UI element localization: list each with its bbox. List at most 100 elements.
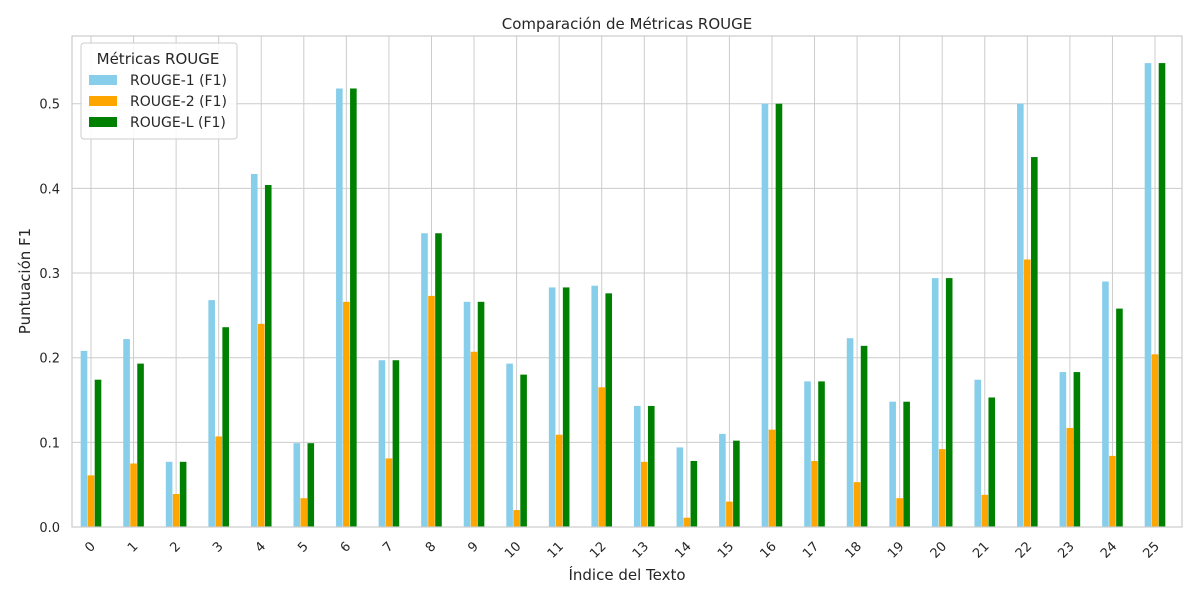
bar-rouge-2 xyxy=(513,510,520,527)
bar-rouge-l xyxy=(1116,308,1123,527)
bar-rouge-1 xyxy=(1144,63,1152,528)
bar-rouge-1 xyxy=(1102,281,1109,527)
chart-title: Comparación de Métricas ROUGE xyxy=(502,15,752,33)
bar-rouge-l xyxy=(775,103,783,527)
x-tick-label: 16 xyxy=(757,539,779,561)
x-tick-label: 22 xyxy=(1013,539,1035,561)
y-tick-label: 0.2 xyxy=(39,352,60,367)
bar-rouge-1 xyxy=(548,287,556,527)
bar-rouge-1 xyxy=(208,300,215,527)
x-tick-label: 15 xyxy=(715,539,737,561)
bar-rouge-2 xyxy=(981,494,989,527)
bar-rouge-1 xyxy=(421,233,428,527)
legend-label: ROUGE-2 (F1) xyxy=(130,94,227,110)
x-tick-label: 17 xyxy=(800,539,822,561)
bar-rouge-l xyxy=(733,440,740,527)
bar-rouge-2 xyxy=(1109,455,1116,527)
bar-rouge-1 xyxy=(761,103,769,527)
bar-rouge-2 xyxy=(768,429,776,527)
bar-rouge-l xyxy=(988,397,996,527)
bar-rouge-1 xyxy=(676,447,684,527)
bar-rouge-l xyxy=(903,401,910,527)
bar-rouge-2 xyxy=(938,449,946,527)
bar-rouge-l xyxy=(1158,63,1166,528)
bar-rouge-1 xyxy=(804,381,811,527)
bar-rouge-1 xyxy=(1059,372,1067,527)
bar-rouge-1 xyxy=(889,401,896,527)
bar-rouge-2 xyxy=(1151,354,1159,527)
x-tick-label: 14 xyxy=(672,539,694,561)
y-tick-label: 0.4 xyxy=(39,182,60,197)
y-tick-label: 0.5 xyxy=(39,98,60,113)
x-axis-label: Índice del Texto xyxy=(568,565,685,584)
bar-rouge-l xyxy=(179,461,187,527)
x-tick-label: 6 xyxy=(338,539,354,555)
bar-rouge-l xyxy=(94,379,102,527)
bar-rouge-2 xyxy=(683,517,691,527)
legend-swatch xyxy=(89,117,117,127)
bar-rouge-2 xyxy=(640,461,648,527)
x-tick-label: 3 xyxy=(210,539,226,555)
bar-rouge-1 xyxy=(1017,103,1024,527)
bar-rouge-2 xyxy=(343,301,350,527)
bar-rouge-l xyxy=(350,88,357,528)
bar-rouge-l xyxy=(818,381,825,527)
x-tick-label: 8 xyxy=(423,539,439,555)
x-tick-label: 23 xyxy=(1055,539,1077,561)
x-tick-label: 21 xyxy=(970,539,992,561)
bar-rouge-1 xyxy=(463,301,471,527)
bar-rouge-1 xyxy=(846,338,854,527)
x-tick-label: 13 xyxy=(630,539,652,561)
bar-rouge-l xyxy=(477,301,485,527)
grid-lines xyxy=(72,36,1182,528)
bar-rouge-l xyxy=(520,374,527,527)
bar-rouge-l xyxy=(1031,157,1038,527)
x-tick-label: 25 xyxy=(1141,539,1163,561)
bar-rouge-1 xyxy=(974,379,982,527)
bar-rouge-l xyxy=(307,443,315,527)
bar-rouge-l xyxy=(1073,372,1081,527)
bar-rouge-2 xyxy=(726,501,733,527)
bar-rouge-2 xyxy=(87,475,95,527)
x-tick-label: 2 xyxy=(167,539,183,555)
legend-title: Métricas ROUGE xyxy=(97,50,220,68)
bar-rouge-2 xyxy=(1066,427,1074,527)
y-tick-label: 0.3 xyxy=(39,267,60,282)
bar-rouge-1 xyxy=(123,339,130,527)
bar-rouge-1 xyxy=(165,461,173,527)
legend-label: ROUGE-1 (F1) xyxy=(130,73,227,89)
bar-rouge-1 xyxy=(378,360,386,527)
bar-rouge-2 xyxy=(555,434,563,527)
bar-rouge-2 xyxy=(470,351,478,527)
x-tick-label: 20 xyxy=(928,539,950,561)
x-tick-label: 18 xyxy=(843,539,865,561)
legend: Métricas ROUGE ROUGE-1 (F1)ROUGE-2 (F1)R… xyxy=(80,42,238,140)
bar-rouge-l xyxy=(690,460,698,527)
legend-swatch xyxy=(89,75,117,85)
x-tick-label: 12 xyxy=(587,539,609,561)
bar-rouge-1 xyxy=(931,278,939,527)
x-tick-label: 7 xyxy=(380,539,396,555)
bar-rouge-l xyxy=(435,233,442,527)
x-tick-label: 9 xyxy=(465,539,481,555)
x-tick-label: 19 xyxy=(885,539,907,561)
bar-rouge-l xyxy=(222,327,229,527)
bar-rouge-2 xyxy=(896,498,903,527)
bar-rouge-2 xyxy=(811,460,818,527)
y-tick-labels: 0.0 0.1 0.2 0.3 0.4 0.5 xyxy=(39,98,60,536)
y-tick-label: 0.1 xyxy=(39,436,60,451)
bar-rouge-2 xyxy=(853,482,861,527)
bar-rouge-2 xyxy=(257,323,265,527)
bar-rouge-1 xyxy=(80,350,88,527)
bar-rouge-l xyxy=(562,287,570,527)
x-tick-label: 24 xyxy=(1098,539,1120,561)
x-tick-label: 10 xyxy=(502,539,524,561)
y-axis-label: Puntuación F1 xyxy=(16,228,34,334)
bar-rouge-1 xyxy=(293,443,301,527)
bar-rouge-1 xyxy=(591,285,599,527)
bar-rouge-2 xyxy=(215,436,222,527)
bar-rouge-2 xyxy=(172,493,180,527)
bar-rouge-l xyxy=(945,278,953,527)
